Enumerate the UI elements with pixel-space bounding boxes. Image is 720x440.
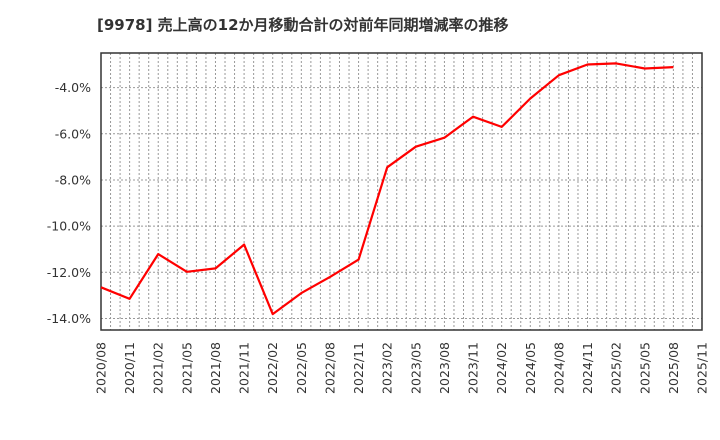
x-tick-label: 2020/08	[94, 342, 109, 394]
data-series-line	[100, 62, 674, 316]
x-tick-label: 2024/02	[494, 342, 509, 394]
chart-title: [9978] 売上高の12か月移動合計の対前年同期増減率の推移	[97, 16, 509, 34]
horizontal-gridlines	[101, 87, 702, 319]
x-tick-label: 2025/08	[666, 342, 681, 394]
x-tick-label: 2022/11	[351, 342, 366, 394]
x-tick-label: 2022/02	[265, 342, 280, 394]
x-tick-label: 2025/11	[695, 342, 710, 394]
x-tick-label: 2025/02	[609, 342, 624, 394]
x-tick-label: 2021/05	[179, 342, 194, 394]
y-tick-label: -12.0%	[47, 265, 91, 280]
x-tick-label: 2023/08	[437, 342, 452, 394]
plot-area-frame	[100, 52, 703, 331]
y-tick-label: -10.0%	[47, 219, 91, 234]
y-tick-label: -14.0%	[47, 311, 91, 326]
x-tick-label: 2023/02	[380, 342, 395, 394]
x-tick-label: 2020/11	[122, 342, 137, 394]
x-tick-label: 2023/05	[408, 342, 423, 394]
x-tick-label: 2021/11	[237, 342, 252, 394]
x-tick-label: 2024/05	[523, 342, 538, 394]
x-tick-label: 2022/08	[322, 342, 337, 394]
y-tick-label: -8.0%	[55, 172, 91, 187]
x-tick-label: 2025/05	[637, 342, 652, 394]
x-tick-label: 2021/02	[151, 342, 166, 394]
x-tick-label: 2022/05	[294, 342, 309, 394]
y-tick-label: -6.0%	[55, 126, 91, 141]
x-tick-label: 2023/11	[466, 342, 481, 394]
x-tick-label: 2024/11	[580, 342, 595, 394]
x-tick-label: 2024/08	[551, 342, 566, 394]
x-tick-label: 2021/08	[208, 342, 223, 394]
y-axis-tick-labels: -4.0% -6.0% -8.0% -10.0% -12.0% -14.0%	[47, 80, 91, 326]
x-axis-tick-labels: 2020/08 2020/11 2021/02 2021/05 2021/08 2021/…	[94, 342, 710, 394]
vertical-gridlines	[110, 53, 693, 330]
y-tick-label: -4.0%	[55, 80, 91, 95]
